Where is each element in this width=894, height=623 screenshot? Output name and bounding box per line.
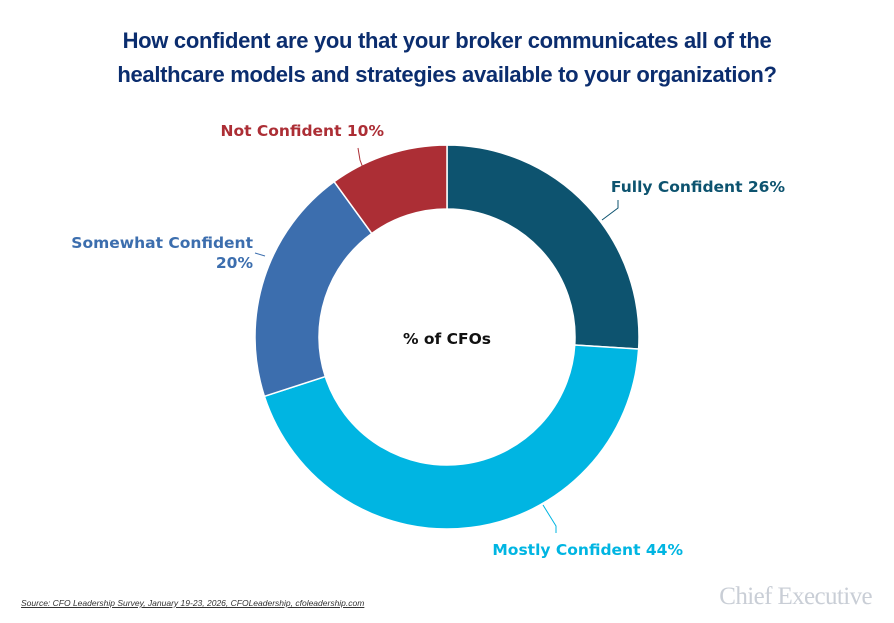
leader-line-fully-confident	[601, 200, 619, 221]
label-not-confident: Not Confident 10%	[220, 122, 384, 140]
source-note[interactable]: Source: CFO Leadership Survey, January 1…	[21, 598, 365, 608]
center-label: % of CFOs	[403, 330, 491, 348]
slice-fully-confident	[446, 144, 640, 350]
slice-mostly-confident	[263, 344, 640, 530]
chart-title-line-2: healthcare models and strategies availab…	[117, 62, 777, 87]
label-fully-confident: Fully Confident 26%	[611, 178, 786, 196]
leader-line-not-confident	[357, 147, 364, 169]
chart-title-line-1: How confident are you that your broker c…	[122, 28, 772, 53]
chart-title: How confident are you that your broker c…	[0, 24, 894, 92]
label-somewhat-confident-line-1: Somewhat Confident	[71, 234, 253, 252]
label-somewhat-confident-line-2: 20%	[216, 254, 254, 272]
slice-somewhat-confident	[254, 180, 373, 398]
leader-line-somewhat-confident	[254, 252, 266, 257]
label-mostly-confident: Mostly Confident 44%	[492, 541, 683, 559]
leader-line-mostly-confident	[542, 504, 557, 533]
chief-executive-logo: Chief Executive	[719, 583, 872, 610]
